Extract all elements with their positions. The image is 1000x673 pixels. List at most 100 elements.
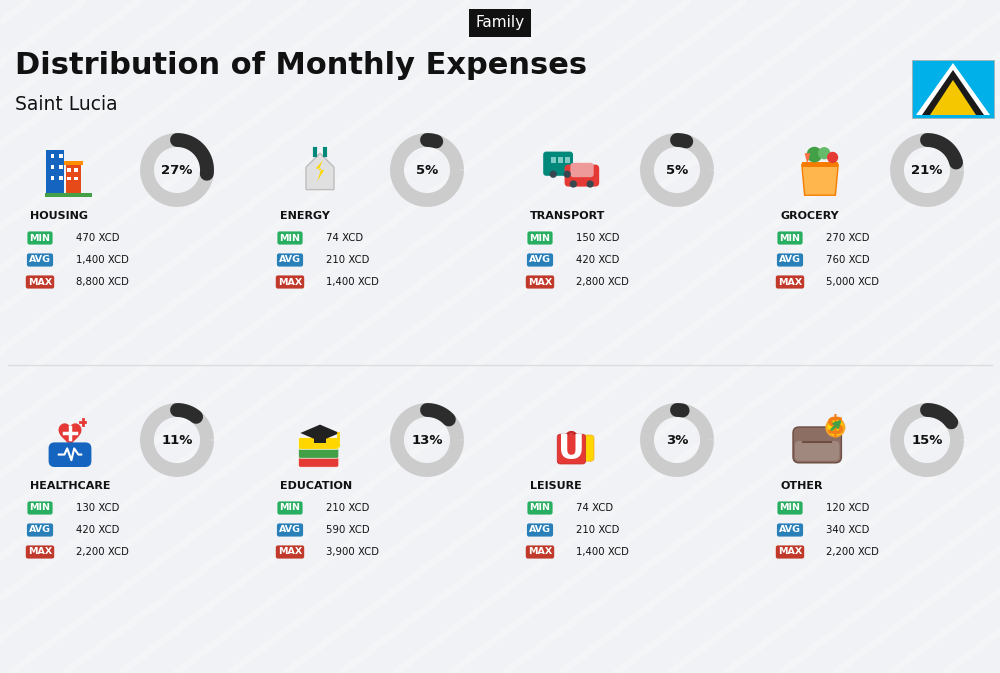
Circle shape [564, 170, 571, 178]
FancyBboxPatch shape [570, 435, 594, 461]
FancyBboxPatch shape [51, 176, 54, 180]
Text: MAX: MAX [278, 548, 302, 557]
FancyBboxPatch shape [298, 456, 339, 467]
FancyBboxPatch shape [64, 161, 83, 165]
Text: AVG: AVG [529, 256, 551, 264]
Polygon shape [802, 164, 838, 195]
Text: MIN: MIN [780, 234, 800, 242]
Text: AVG: AVG [779, 256, 801, 264]
Text: MIN: MIN [30, 503, 50, 513]
Text: 150 XCD: 150 XCD [576, 233, 620, 243]
Circle shape [818, 147, 830, 160]
Text: 5,000 XCD: 5,000 XCD [826, 277, 879, 287]
Text: MAX: MAX [278, 277, 302, 287]
FancyBboxPatch shape [74, 168, 78, 172]
Text: MIN: MIN [530, 503, 550, 513]
Text: 13%: 13% [411, 433, 443, 446]
Text: TRANSPORT: TRANSPORT [530, 211, 605, 221]
Text: AVG: AVG [529, 526, 551, 534]
FancyBboxPatch shape [298, 446, 339, 458]
FancyBboxPatch shape [74, 177, 78, 180]
Text: 5%: 5% [666, 164, 688, 176]
Text: 270 XCD: 270 XCD [826, 233, 870, 243]
Polygon shape [59, 424, 81, 446]
Text: MAX: MAX [28, 277, 52, 287]
Text: OTHER: OTHER [780, 481, 823, 491]
Text: 3,900 XCD: 3,900 XCD [326, 547, 379, 557]
Circle shape [587, 180, 594, 188]
Text: 74 XCD: 74 XCD [326, 233, 363, 243]
Text: 590 XCD: 590 XCD [326, 525, 370, 535]
Circle shape [826, 419, 844, 436]
Text: 130 XCD: 130 XCD [76, 503, 119, 513]
FancyBboxPatch shape [558, 157, 563, 163]
Text: AVG: AVG [29, 526, 51, 534]
Text: MAX: MAX [528, 277, 552, 287]
Polygon shape [930, 80, 976, 115]
Polygon shape [916, 63, 990, 115]
FancyBboxPatch shape [543, 151, 573, 176]
Text: 120 XCD: 120 XCD [826, 503, 869, 513]
FancyBboxPatch shape [59, 176, 63, 180]
FancyBboxPatch shape [912, 60, 994, 118]
Text: MAX: MAX [528, 548, 552, 557]
FancyBboxPatch shape [298, 437, 339, 450]
Text: 11%: 11% [161, 433, 193, 446]
FancyBboxPatch shape [51, 166, 54, 169]
Text: MIN: MIN [780, 503, 800, 513]
Text: HOUSING: HOUSING [30, 211, 88, 221]
Text: 2,200 XCD: 2,200 XCD [826, 547, 879, 557]
Text: MIN: MIN [530, 234, 550, 242]
FancyBboxPatch shape [795, 441, 839, 461]
Text: LEISURE: LEISURE [530, 481, 582, 491]
Circle shape [336, 444, 340, 448]
FancyBboxPatch shape [802, 162, 838, 167]
Text: 470 XCD: 470 XCD [76, 233, 120, 243]
Text: $: $ [826, 415, 845, 440]
Text: 27%: 27% [161, 164, 193, 176]
Text: Family: Family [475, 15, 525, 30]
FancyBboxPatch shape [45, 193, 92, 197]
Circle shape [570, 180, 577, 188]
Text: 3%: 3% [666, 433, 688, 446]
Circle shape [807, 147, 822, 162]
Text: 340 XCD: 340 XCD [826, 525, 869, 535]
FancyBboxPatch shape [570, 163, 594, 177]
Polygon shape [316, 160, 324, 181]
Text: 420 XCD: 420 XCD [576, 255, 619, 265]
Text: 210 XCD: 210 XCD [326, 255, 369, 265]
Text: 210 XCD: 210 XCD [326, 503, 369, 513]
FancyBboxPatch shape [557, 434, 586, 464]
Text: 420 XCD: 420 XCD [76, 525, 119, 535]
Text: 1,400 XCD: 1,400 XCD [576, 547, 629, 557]
Text: 2,800 XCD: 2,800 XCD [576, 277, 629, 287]
FancyBboxPatch shape [565, 165, 599, 186]
Circle shape [550, 170, 557, 178]
FancyBboxPatch shape [314, 434, 326, 443]
Text: EDUCATION: EDUCATION [280, 481, 352, 491]
Circle shape [827, 152, 838, 163]
Text: AVG: AVG [779, 526, 801, 534]
Text: 2,200 XCD: 2,200 XCD [76, 547, 129, 557]
Polygon shape [805, 153, 810, 164]
FancyBboxPatch shape [59, 166, 63, 169]
Polygon shape [922, 70, 984, 115]
Text: AVG: AVG [279, 256, 301, 264]
Text: ENERGY: ENERGY [280, 211, 330, 221]
Text: 8,800 XCD: 8,800 XCD [76, 277, 129, 287]
Text: 760 XCD: 760 XCD [826, 255, 870, 265]
FancyBboxPatch shape [565, 157, 570, 163]
Text: MIN: MIN [30, 234, 50, 242]
Text: MAX: MAX [778, 548, 802, 557]
Text: U: U [558, 433, 585, 466]
Text: 1,400 XCD: 1,400 XCD [326, 277, 379, 287]
FancyBboxPatch shape [49, 442, 91, 467]
Text: 5%: 5% [416, 164, 438, 176]
Text: Saint Lucia: Saint Lucia [15, 96, 118, 114]
Text: HEALTHCARE: HEALTHCARE [30, 481, 110, 491]
Polygon shape [306, 153, 334, 190]
FancyBboxPatch shape [46, 150, 64, 195]
Text: 210 XCD: 210 XCD [576, 525, 619, 535]
FancyBboxPatch shape [793, 427, 841, 463]
Text: MAX: MAX [28, 548, 52, 557]
